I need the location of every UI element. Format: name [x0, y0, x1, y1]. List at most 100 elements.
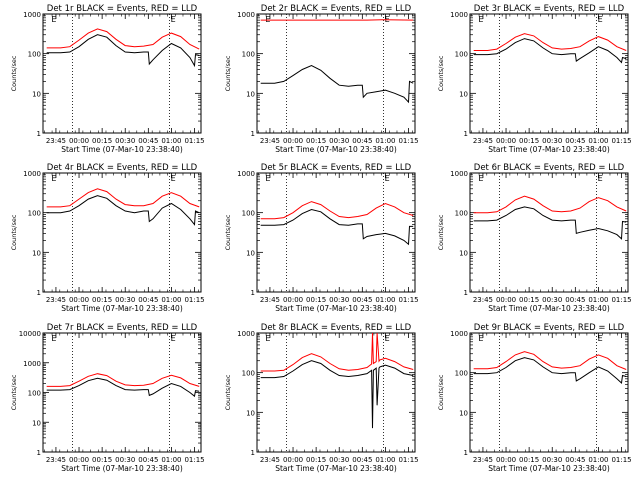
marker-label: E [385, 174, 390, 183]
plot-frame [43, 14, 201, 133]
series-events-line [261, 66, 414, 103]
y-tick-label: 1000 [450, 11, 468, 19]
plot-frame [257, 14, 415, 133]
x-tick-label: 00:00 [69, 456, 89, 464]
x-tick-label: 00:45 [138, 296, 158, 304]
x-tick-label: 00:15 [92, 296, 112, 304]
panel-1: Det 1r BLACK = Events, RED = LLD11010010… [10, 4, 205, 154]
y-tick-label: 1 [464, 289, 468, 297]
panel-7: Det 7r BLACK = Events, RED = LLD11010010… [10, 323, 205, 473]
x-tick-label: 00:00 [283, 456, 303, 464]
marker-label: E [478, 15, 483, 24]
panel-4: Det 4r BLACK = Events, RED = LLD11010010… [10, 163, 205, 313]
x-tick-label: 01:00 [161, 137, 181, 145]
x-tick-label: 01:00 [588, 137, 608, 145]
y-tick-label: 1 [251, 449, 255, 457]
y-tick-label: 1000 [237, 330, 255, 338]
x-axis-label: Start Time (07-Mar-10 23:38:40) [488, 464, 610, 473]
y-tick-label: 10 [246, 249, 255, 257]
x-tick-label: 00:45 [352, 296, 372, 304]
panel-title: Det 5r BLACK = Events, RED = LLD [261, 163, 412, 173]
y-tick-label: 1 [37, 289, 41, 297]
panel-5: Det 5r BLACK = Events, RED = LLD11010010… [224, 163, 419, 313]
y-tick-label: 1 [464, 449, 468, 457]
x-tick-label: 00:45 [138, 456, 158, 464]
x-tick-label: 00:15 [92, 137, 112, 145]
y-tick-label: 1000 [450, 330, 468, 338]
panel-title: Det 3r BLACK = Events, RED = LLD [474, 4, 625, 14]
series-lld-line [474, 196, 627, 213]
x-tick-label: 00:15 [519, 137, 539, 145]
marker-label: E [478, 334, 483, 343]
x-axis-label: Start Time (07-Mar-10 23:38:40) [61, 464, 183, 473]
x-tick-label: 00:15 [306, 296, 326, 304]
x-tick-label: 00:45 [138, 137, 158, 145]
y-axis-label: Counts/sec [224, 55, 232, 91]
x-tick-label: 00:15 [306, 137, 326, 145]
x-tick-label: 01:00 [588, 456, 608, 464]
series-events-line [47, 378, 200, 396]
x-axis-label: Start Time (07-Mar-10 23:38:40) [61, 145, 183, 154]
x-tick-label: 01:15 [398, 456, 418, 464]
y-tick-label: 10 [246, 90, 255, 98]
x-tick-label: 00:00 [496, 296, 516, 304]
y-tick-label: 100 [455, 370, 468, 378]
marker-label: E [265, 334, 270, 343]
y-axis-label: Counts/sec [224, 374, 232, 410]
plot-frame [43, 333, 201, 452]
marker-label: E [51, 174, 56, 183]
series-events-line [474, 39, 627, 63]
series-events-line [474, 358, 627, 383]
x-axis-label: Start Time (07-Mar-10 23:38:40) [275, 304, 397, 313]
y-tick-label: 1 [37, 130, 41, 138]
x-tick-label: 23:45 [473, 296, 493, 304]
marker-label: E [598, 334, 603, 343]
y-axis-label: Counts/sec [437, 374, 445, 410]
x-tick-label: 00:30 [542, 137, 562, 145]
x-tick-label: 01:15 [184, 296, 204, 304]
x-tick-label: 23:45 [260, 456, 280, 464]
x-axis-label: Start Time (07-Mar-10 23:38:40) [488, 145, 610, 154]
x-tick-label: 23:45 [473, 137, 493, 145]
marker-label: E [171, 15, 176, 24]
x-tick-label: 01:15 [611, 296, 631, 304]
panel-title: Det 2r BLACK = Events, RED = LLD [261, 4, 412, 14]
y-axis-label: Counts/sec [437, 55, 445, 91]
panel-2: Det 2r BLACK = Events, RED = LLD11010010… [224, 4, 419, 154]
panel-8: Det 8r BLACK = Events, RED = LLD11010010… [224, 323, 419, 473]
panel-title: Det 7r BLACK = Events, RED = LLD [47, 323, 198, 333]
y-tick-label: 1000 [23, 11, 41, 19]
x-tick-label: 00:15 [92, 456, 112, 464]
x-tick-label: 00:30 [115, 137, 135, 145]
y-tick-label: 1000 [237, 170, 255, 178]
y-tick-label: 1 [251, 289, 255, 297]
x-tick-label: 23:45 [46, 137, 66, 145]
x-tick-label: 01:00 [588, 296, 608, 304]
x-tick-label: 00:00 [69, 137, 89, 145]
x-tick-label: 01:00 [375, 456, 395, 464]
series-lld-line [47, 189, 200, 207]
marker-label: E [171, 334, 176, 343]
y-tick-label: 1 [251, 130, 255, 138]
y-tick-label: 1000 [237, 11, 255, 19]
y-tick-label: 1 [464, 130, 468, 138]
x-tick-label: 00:30 [329, 296, 349, 304]
marker-label: E [385, 334, 390, 343]
x-tick-label: 01:00 [375, 296, 395, 304]
y-tick-label: 100 [28, 51, 41, 59]
x-tick-label: 00:30 [115, 456, 135, 464]
x-tick-label: 00:00 [496, 456, 516, 464]
series-lld-line [474, 352, 627, 370]
marker-label: E [265, 15, 270, 24]
x-tick-label: 00:30 [329, 137, 349, 145]
x-tick-label: 23:45 [473, 456, 493, 464]
x-tick-label: 00:00 [69, 296, 89, 304]
x-tick-label: 01:15 [611, 137, 631, 145]
x-tick-label: 01:00 [375, 137, 395, 145]
y-axis-label: Counts/sec [10, 55, 18, 91]
x-tick-label: 01:15 [184, 456, 204, 464]
x-tick-label: 00:00 [283, 296, 303, 304]
x-tick-label: 00:30 [329, 456, 349, 464]
